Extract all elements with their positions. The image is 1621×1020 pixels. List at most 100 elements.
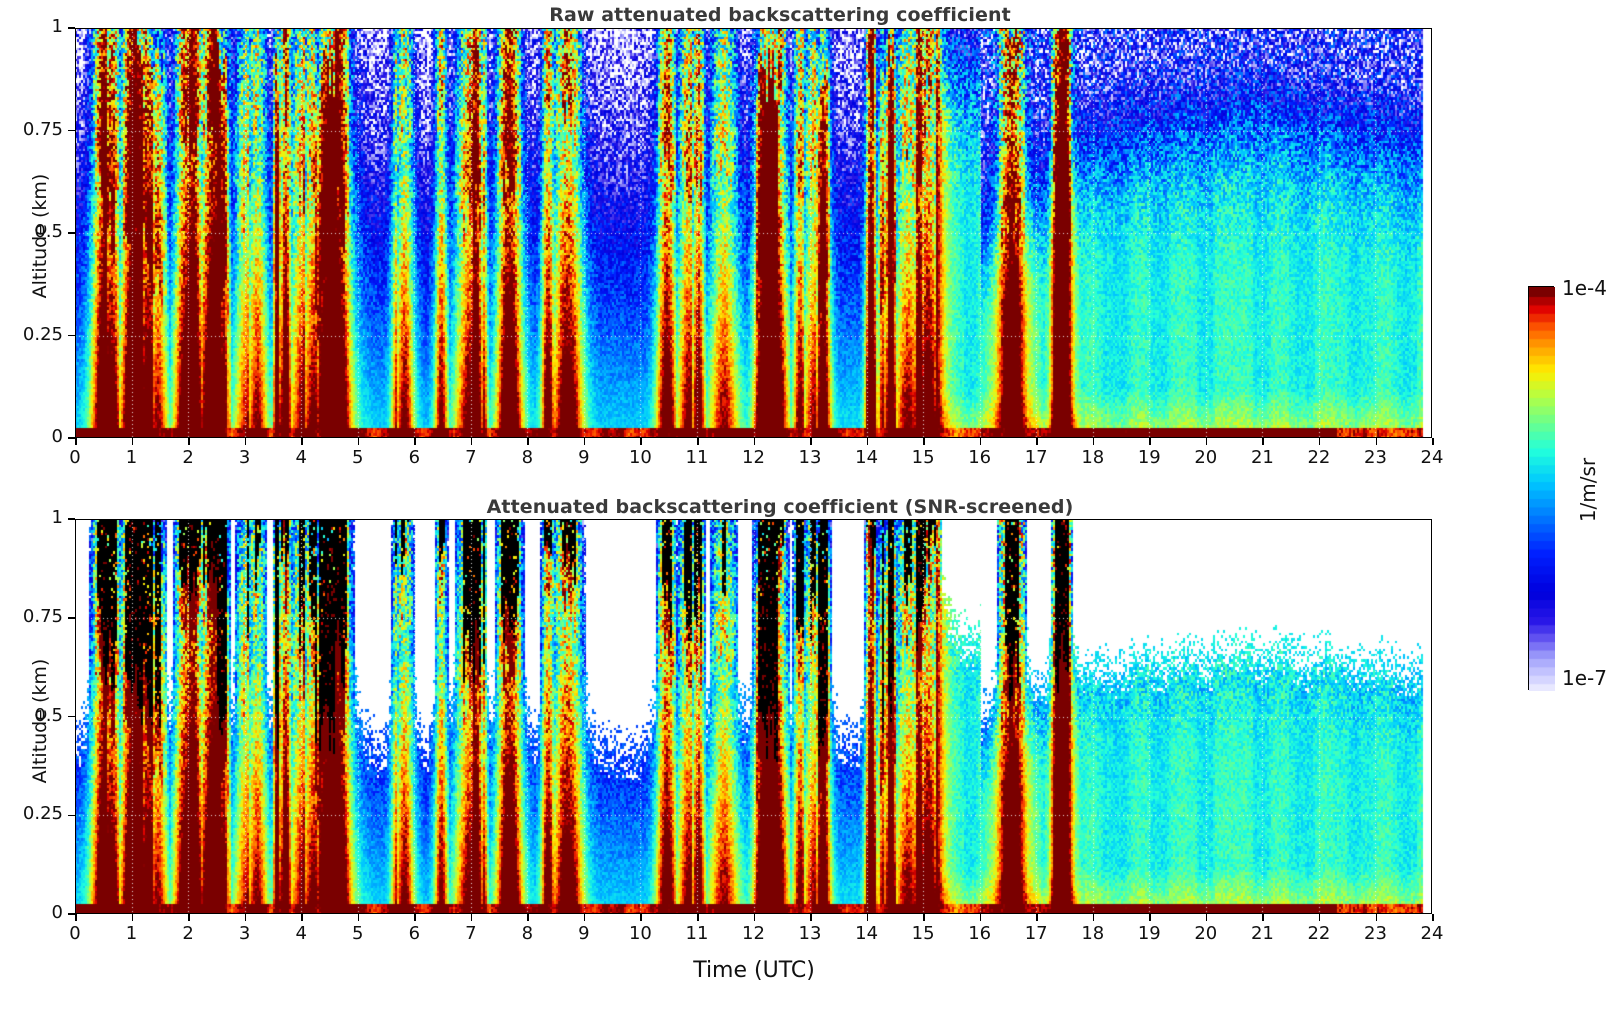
x-tick xyxy=(188,438,190,445)
x-tick-label: 17 xyxy=(1024,923,1048,944)
x-tick xyxy=(1262,914,1264,921)
colorbar-unit-label: 1/m/sr xyxy=(1576,457,1600,523)
x-tick xyxy=(810,438,812,445)
y-tick-label: 1 xyxy=(51,16,63,37)
x-tick-label: 11 xyxy=(685,447,709,468)
x-tick xyxy=(527,914,529,921)
x-tick xyxy=(470,438,473,445)
y-tick xyxy=(68,715,75,718)
x-tick-label: 11 xyxy=(685,923,709,944)
x-tick-label: 18 xyxy=(1081,447,1105,468)
y-tick-label: 0 xyxy=(51,902,63,923)
x-tick xyxy=(1092,438,1095,445)
y-tick-label: 0.75 xyxy=(22,118,63,140)
x-tick xyxy=(357,914,360,921)
x-tick-label: 0 xyxy=(69,923,81,944)
plot-area-screened xyxy=(75,519,1432,914)
x-tick-label: 13 xyxy=(798,923,822,944)
x-tick-label: 15 xyxy=(911,447,935,468)
x-tick-label: 2 xyxy=(182,923,194,944)
x-tick-label: 2 xyxy=(182,447,194,468)
x-tick xyxy=(1432,438,1434,445)
heatmap-screened xyxy=(75,519,1432,914)
x-tick-label: 16 xyxy=(968,923,992,944)
x-tick-label: 7 xyxy=(465,447,477,468)
x-tick-label: 23 xyxy=(1364,923,1387,944)
x-tick xyxy=(583,438,586,445)
x-tick xyxy=(979,438,982,445)
x-tick xyxy=(1318,914,1321,921)
y-tick xyxy=(68,814,75,817)
x-tick-label: 7 xyxy=(465,923,477,944)
y-tick-label: 0 xyxy=(51,426,63,447)
x-tick xyxy=(244,438,247,445)
x-tick-label: 19 xyxy=(1137,447,1161,468)
x-tick-label: 10 xyxy=(628,923,652,944)
x-tick-label: 12 xyxy=(742,923,765,944)
x-tick xyxy=(979,914,982,921)
x-tick-label: 6 xyxy=(408,447,421,468)
x-tick-label: 20 xyxy=(1194,447,1218,468)
axes-frame-screened xyxy=(75,519,1432,914)
x-tick xyxy=(1036,914,1038,921)
x-tick xyxy=(583,914,586,921)
x-tick xyxy=(1149,914,1151,921)
x-tick xyxy=(1205,914,1208,921)
x-tick xyxy=(131,438,134,445)
x-tick-label: 3 xyxy=(238,923,251,944)
x-tick xyxy=(697,914,699,921)
x-tick-label: 12 xyxy=(742,447,765,468)
y-tick-label: 0.5 xyxy=(34,704,63,726)
x-tick xyxy=(301,438,303,445)
x-tick xyxy=(923,438,925,445)
x-tick xyxy=(414,438,416,445)
colorbar-min-label: 1e-7 xyxy=(1562,666,1607,690)
x-tick-label: 1 xyxy=(125,923,138,944)
x-tick xyxy=(1262,438,1264,445)
x-tick-label: 9 xyxy=(578,447,590,468)
x-tick xyxy=(188,914,190,921)
x-tick xyxy=(866,914,869,921)
y-tick-label: 0.75 xyxy=(22,605,63,627)
x-tick-label: 8 xyxy=(521,447,534,468)
x-tick-label: 4 xyxy=(295,447,307,468)
y-tick-label: 0.25 xyxy=(22,323,63,345)
x-axis-label: Time (UTC) xyxy=(693,958,815,983)
x-tick-label: 21 xyxy=(1250,447,1274,468)
y-tick xyxy=(68,232,75,234)
x-tick-label: 22 xyxy=(1307,923,1331,944)
x-tick xyxy=(1036,438,1038,445)
x-tick xyxy=(1149,438,1151,445)
x-tick xyxy=(1092,914,1095,921)
x-tick xyxy=(131,914,134,921)
x-tick-label: 23 xyxy=(1364,447,1387,468)
panel-title-screened: Attenuated backscattering coefficient (S… xyxy=(486,496,1074,518)
x-tick xyxy=(753,438,756,445)
x-tick xyxy=(866,438,869,445)
x-tick-label: 5 xyxy=(351,447,364,468)
x-tick-label: 17 xyxy=(1024,447,1048,468)
x-tick-label: 16 xyxy=(968,447,992,468)
x-tick xyxy=(1375,438,1378,445)
x-tick-label: 24 xyxy=(1420,447,1444,468)
x-tick-label: 15 xyxy=(911,923,935,944)
x-tick-label: 0 xyxy=(69,447,81,468)
x-tick xyxy=(640,914,642,921)
y-tick xyxy=(68,27,75,29)
x-tick-label: 13 xyxy=(798,447,822,468)
x-tick xyxy=(753,914,756,921)
x-tick xyxy=(1375,914,1378,921)
y-tick xyxy=(68,437,75,439)
x-tick-label: 24 xyxy=(1420,923,1444,944)
x-tick-label: 22 xyxy=(1307,447,1331,468)
x-tick-label: 9 xyxy=(578,923,590,944)
x-tick-label: 18 xyxy=(1081,923,1105,944)
y-tick-label: 1 xyxy=(51,507,63,528)
plot-area-raw xyxy=(75,28,1432,438)
x-tick-label: 21 xyxy=(1250,923,1274,944)
x-tick-label: 19 xyxy=(1137,923,1161,944)
panel-title-raw: Raw attenuated backscattering coefficien… xyxy=(549,4,1011,26)
colorbar xyxy=(1528,286,1555,691)
x-tick xyxy=(810,914,812,921)
